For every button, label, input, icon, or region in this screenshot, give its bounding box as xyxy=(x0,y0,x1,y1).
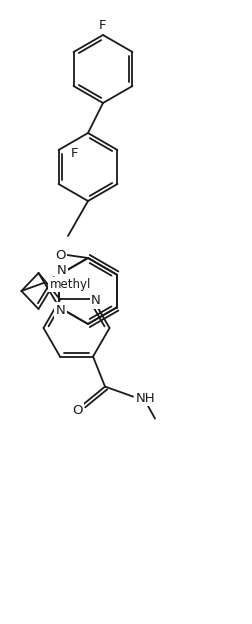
Text: NH: NH xyxy=(136,392,156,404)
Text: methyl: methyl xyxy=(49,278,91,291)
Text: F: F xyxy=(71,147,78,160)
Text: O: O xyxy=(55,249,65,262)
Text: F: F xyxy=(99,19,107,32)
Text: N: N xyxy=(55,303,65,316)
Text: O: O xyxy=(72,404,82,417)
Text: N: N xyxy=(91,295,101,308)
Text: N: N xyxy=(56,265,66,278)
